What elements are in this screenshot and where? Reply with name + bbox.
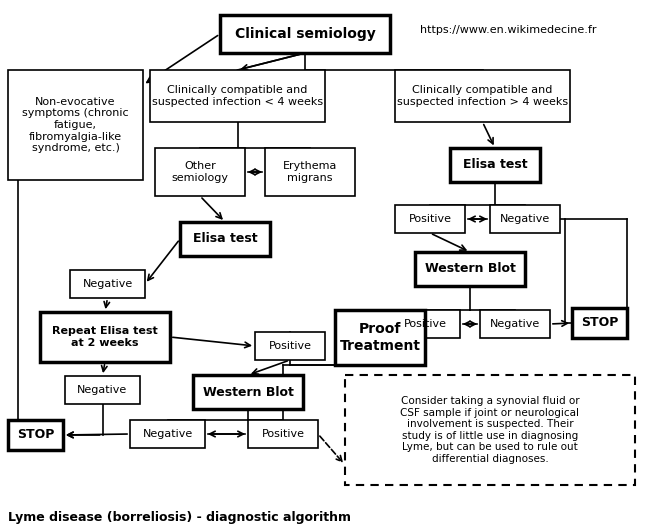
Text: https://www.en.wikimedecine.fr: https://www.en.wikimedecine.fr: [420, 25, 597, 35]
Text: Consider taking a synovial fluid or
CSF sample if joint or neurological
involvem: Consider taking a synovial fluid or CSF …: [400, 396, 580, 464]
Bar: [70, 270, 145, 298]
Text: Positive: Positive: [408, 214, 452, 224]
Bar: [180, 222, 270, 256]
Text: Negative: Negative: [490, 319, 540, 329]
Text: STOP: STOP: [581, 316, 618, 330]
Bar: [265, 148, 355, 196]
Bar: [572, 308, 627, 338]
Text: Repeat Elisa test
at 2 weeks: Repeat Elisa test at 2 weeks: [52, 326, 158, 348]
Bar: [490, 205, 560, 233]
Text: Erythema
migrans: Erythema migrans: [283, 161, 337, 183]
Bar: [65, 376, 140, 404]
Text: Negative: Negative: [83, 279, 133, 289]
Text: Lyme disease (borreliosis) - diagnostic algorithm: Lyme disease (borreliosis) - diagnostic …: [8, 511, 351, 525]
Bar: [155, 148, 245, 196]
Bar: [335, 310, 425, 365]
Text: Western Blot: Western Blot: [203, 385, 293, 399]
Bar: [220, 15, 390, 53]
Text: Elisa test: Elisa test: [192, 233, 257, 245]
Bar: [248, 420, 318, 448]
Bar: [8, 70, 143, 180]
Text: Positive: Positive: [404, 319, 447, 329]
Text: Negative: Negative: [77, 385, 127, 395]
Bar: [40, 312, 170, 362]
Bar: [395, 70, 570, 122]
Bar: [390, 310, 460, 338]
Text: Positive: Positive: [261, 429, 304, 439]
Text: Negative: Negative: [142, 429, 192, 439]
Bar: [345, 375, 635, 485]
Bar: [193, 375, 303, 409]
Text: Positive: Positive: [268, 341, 311, 351]
Bar: [450, 148, 540, 182]
Text: Western Blot: Western Blot: [424, 262, 515, 276]
Text: Non-evocative
symptoms (chronic
fatigue,
fibromyalgia-like
syndrome, etc.): Non-evocative symptoms (chronic fatigue,…: [22, 97, 129, 153]
Text: STOP: STOP: [17, 428, 54, 441]
Text: Elisa test: Elisa test: [463, 158, 527, 172]
Bar: [150, 70, 325, 122]
Text: Other
semiology: Other semiology: [172, 161, 229, 183]
Text: Negative: Negative: [500, 214, 550, 224]
Text: Clinically compatible and
suspected infection > 4 weeks: Clinically compatible and suspected infe…: [397, 85, 568, 107]
Text: Clinically compatible and
suspected infection < 4 weeks: Clinically compatible and suspected infe…: [152, 85, 323, 107]
Bar: [415, 252, 525, 286]
Bar: [480, 310, 550, 338]
Bar: [130, 420, 205, 448]
Bar: [395, 205, 465, 233]
Bar: [8, 420, 63, 450]
Text: Proof
Treatment: Proof Treatment: [339, 322, 421, 352]
Text: Clinical semiology: Clinical semiology: [235, 27, 376, 41]
Bar: [255, 332, 325, 360]
